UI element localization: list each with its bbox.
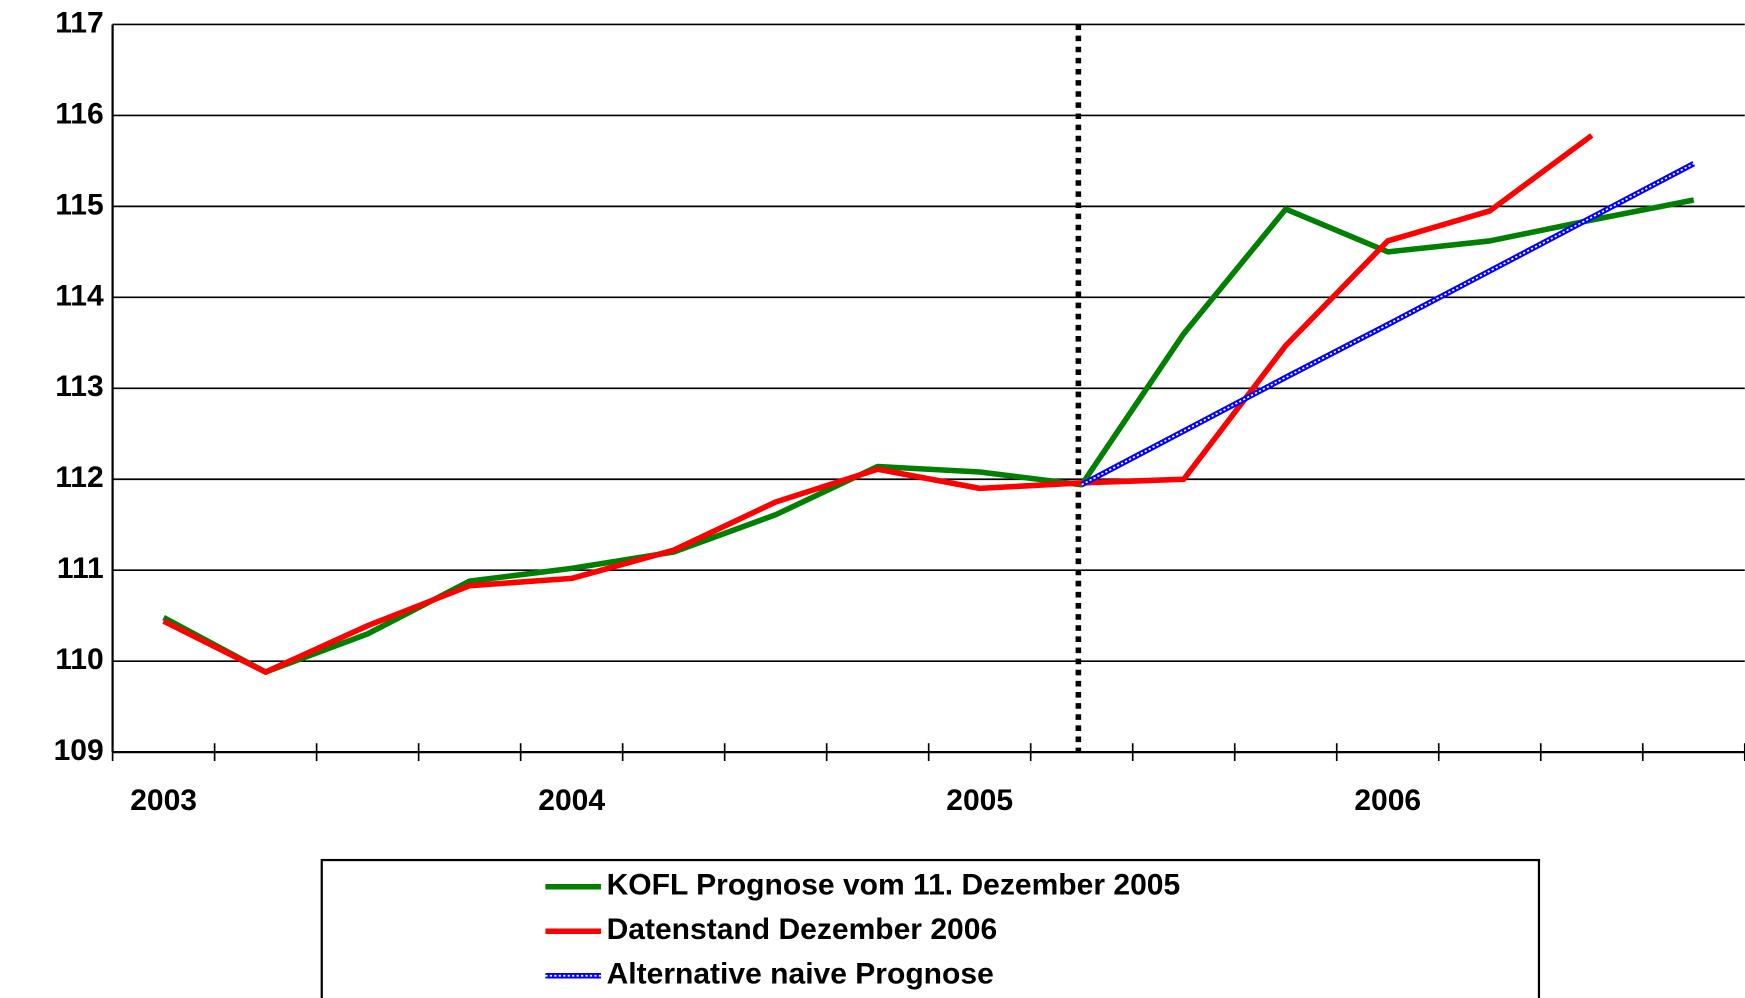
y-tick-label: 115 (55, 188, 103, 221)
x-tick-label: 2003 (130, 784, 197, 817)
legend-box (320, 858, 1541, 998)
series-line (162, 133, 1594, 675)
series-line (162, 197, 1695, 675)
legend-label: Datenstand Dezember 2006 (607, 913, 998, 946)
y-tick-label: 116 (55, 97, 103, 130)
y-tick-label: 112 (55, 461, 103, 494)
x-tick-label: 2005 (946, 784, 1013, 817)
y-tick-label: 111 (57, 552, 104, 585)
y-tick-label: 113 (55, 370, 103, 403)
y-tick-label: 117 (55, 6, 103, 39)
y-tick-label: 109 (54, 734, 104, 767)
x-tick-label: 2006 (1354, 784, 1421, 817)
x-tick-label: 2004 (538, 784, 605, 817)
series-line-dots (1081, 162, 1695, 486)
legend-label: KOFL Prognose vom 11. Dezember 2005 (607, 869, 1181, 902)
legend-label: Alternative naive Prognose (607, 958, 994, 991)
y-tick-label: 110 (55, 643, 103, 676)
y-tick-label: 114 (55, 279, 104, 312)
